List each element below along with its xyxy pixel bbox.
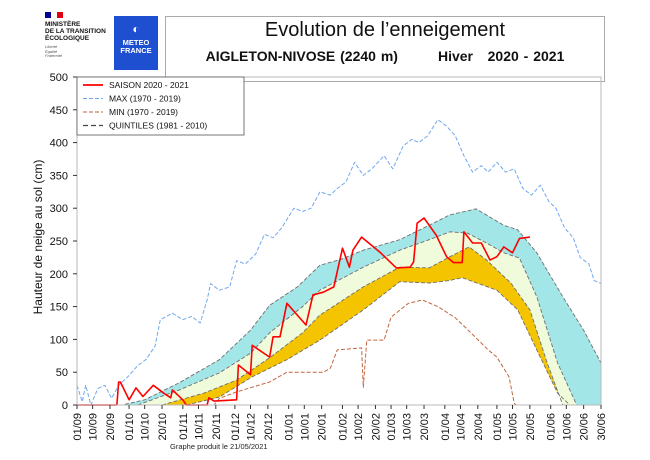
- x-tick-label: 01/05: [492, 413, 504, 441]
- band-q20-q40: [77, 246, 601, 405]
- legend-label: SAISON 2020 - 2021: [109, 80, 189, 90]
- chart-title: Evolution de l’enneigement: [264, 19, 506, 41]
- y-tick-label: 300: [50, 203, 68, 215]
- ministry-logo: MINISTÈRE DE LA TRANSITION ÉCOLOGIQUE Li…: [45, 12, 107, 59]
- y-tick-label: 500: [50, 72, 68, 84]
- x-tick-label: 20/09: [105, 413, 117, 441]
- ministry-line: DE LA TRANSITION: [45, 28, 106, 35]
- x-tick-label: 01/01: [284, 413, 296, 441]
- y-tick-label: 350: [50, 170, 68, 182]
- y-tick-label: 400: [50, 138, 68, 150]
- meteo-france-symbol-icon: ◐: [132, 22, 140, 36]
- x-tick-label: 20/03: [419, 413, 431, 441]
- footer-note: Graphe produit le 21/05/2021: [170, 442, 268, 451]
- season-label: Hiver 2020 - 2021: [437, 48, 565, 64]
- axes: 0 50 100 150 200 250 300 350 400 450 500 01/09 10/09…: [50, 72, 608, 441]
- x-tick-label: 01/12: [230, 413, 242, 441]
- y-tick-label: 100: [50, 334, 68, 346]
- x-tick-label: 10/09: [88, 413, 100, 441]
- legend: SAISON 2020 - 2021 MAX (1970 - 2019) MIN (…: [76, 76, 245, 136]
- x-tick-label: 20/01: [317, 413, 329, 441]
- logo-line: METEO: [122, 38, 150, 47]
- station-name: AIGLETON-NIVOSE (2240 m): [205, 48, 398, 64]
- x-tick-label: 01/02: [337, 413, 349, 441]
- max-line: [76, 119, 602, 406]
- x-tick-label: 30/06: [596, 413, 608, 441]
- x-tick-label: 10/04: [455, 413, 467, 441]
- x-tick-label: 20/04: [473, 413, 485, 441]
- x-tick-label: 20/11: [211, 413, 223, 440]
- saison-line: [77, 217, 530, 406]
- logo-line: FRANCE: [120, 46, 152, 55]
- legend-box: [76, 76, 245, 136]
- min-line: [129, 299, 601, 406]
- motto-line: Liberté: [45, 44, 58, 49]
- x-tick-label: 01/11: [178, 413, 190, 440]
- x-tick-label: 01/06: [546, 413, 558, 441]
- motto-line: Égalité: [45, 48, 58, 54]
- x-tick-label: 20/12: [263, 413, 275, 441]
- x-tick-label: 20/05: [525, 413, 537, 441]
- y-tick-label: 150: [50, 302, 68, 314]
- meteo-france-logo: ◐ METEO FRANCE: [114, 16, 158, 70]
- x-tick-label: 10/10: [140, 413, 152, 441]
- x-tick-label: 10/03: [402, 413, 414, 441]
- motto: Liberté Égalité Fraternité: [45, 44, 107, 59]
- ministry-line: MINISTÈRE: [45, 21, 81, 28]
- ministry-line: ÉCOLOGIQUE: [45, 35, 90, 42]
- legend-label: MIN (1970 - 2019): [109, 107, 178, 117]
- x-tick-label: 01/09: [72, 413, 84, 441]
- x-tick-label: 20/06: [579, 413, 591, 441]
- quintile-line-q20: [186, 277, 571, 406]
- motto-line: Fraternité: [45, 53, 63, 58]
- series-lines: [76, 119, 602, 406]
- quintile-line-q80: [77, 208, 602, 406]
- x-tick-label: 10/02: [353, 413, 365, 441]
- title-box: Evolution de l’enneigement AIGLETON-NIVO…: [165, 16, 605, 82]
- y-tick-label: 50: [56, 367, 68, 379]
- x-tick-label: 10/06: [561, 413, 573, 441]
- x-tick-label: 10/12: [246, 413, 258, 441]
- x-tick-label: 01/03: [386, 413, 398, 441]
- legend-label: MAX (1970 - 2019): [109, 94, 181, 104]
- y-tick-label: 200: [50, 269, 68, 281]
- x-tick-label: 01/10: [124, 413, 136, 441]
- x-tick-label: 20/10: [157, 413, 169, 441]
- x-tick-label: 10/05: [508, 413, 520, 441]
- y-tick-label: 450: [50, 105, 68, 117]
- y-tick-label: 250: [50, 236, 68, 248]
- quintile-bands: [77, 208, 601, 405]
- x-tick-label: 20/02: [370, 413, 382, 441]
- x-tick-label: 01/04: [440, 413, 452, 441]
- chart-subtitle: AIGLETON-NIVOSE (2240 m) Hiver 2020 - 202…: [166, 48, 604, 64]
- x-tick-label: 10/01: [299, 413, 311, 441]
- y-tick-label: 0: [62, 400, 68, 412]
- legend-label: QUINTILES (1981 - 2010): [109, 121, 207, 131]
- french-flag-icon: [45, 12, 63, 18]
- x-tick-label: 10/11: [193, 413, 205, 440]
- quintile-line-q40: [161, 246, 564, 406]
